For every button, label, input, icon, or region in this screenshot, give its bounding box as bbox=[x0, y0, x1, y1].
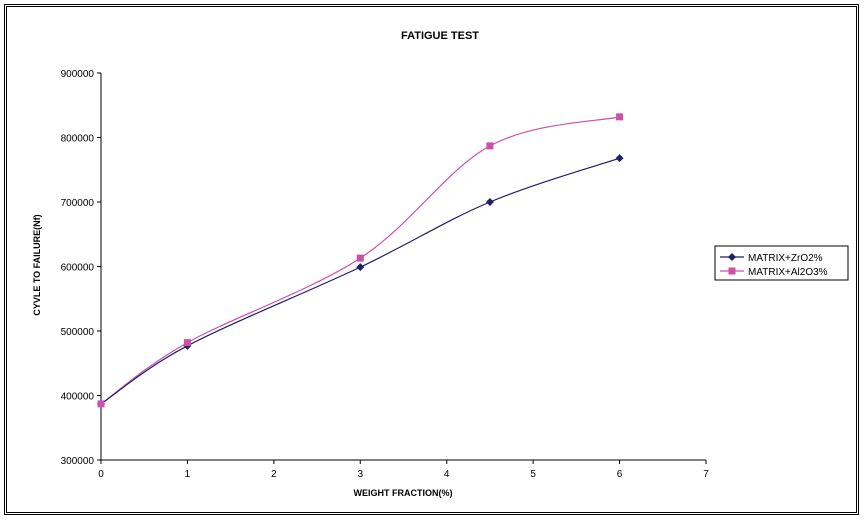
y-axis-label: CYVLE TO FAILURE(Nf) bbox=[32, 214, 42, 315]
data-point-1 bbox=[97, 400, 105, 408]
data-point-1 bbox=[616, 113, 624, 121]
y-tick-label: 900000 bbox=[61, 69, 95, 80]
y-tick-label: 600000 bbox=[61, 263, 95, 274]
y-tick-label: 300000 bbox=[61, 456, 95, 467]
legend-box bbox=[714, 245, 849, 281]
x-tick-label: 3 bbox=[358, 469, 364, 480]
y-tick-label: 800000 bbox=[61, 134, 95, 145]
legend: MATRIX+ZrO2% MATRIX+Al2O3% bbox=[714, 245, 849, 281]
data-point-0 bbox=[615, 154, 624, 163]
chart-title: FATIGUE TEST bbox=[401, 30, 479, 42]
legend-label-0: MATRIX+ZrO2% bbox=[748, 253, 823, 264]
data-point-0 bbox=[485, 198, 494, 206]
x-tick-label: 6 bbox=[617, 469, 623, 480]
y-tick-label: 700000 bbox=[61, 198, 95, 209]
x-axis-label: WEIGHT FRACTION(%) bbox=[354, 488, 453, 498]
data-point-1 bbox=[183, 339, 191, 347]
y-tick-label: 500000 bbox=[61, 327, 95, 338]
y-tick-label: 400000 bbox=[61, 392, 95, 403]
legend-marker-0 bbox=[728, 253, 736, 261]
x-tick-label: 1 bbox=[185, 469, 191, 480]
x-tick-label: 4 bbox=[444, 469, 450, 480]
series-line-0 bbox=[100, 157, 620, 405]
x-tick-label: 5 bbox=[530, 469, 536, 480]
plot-area bbox=[97, 113, 624, 408]
x-tick-label: 7 bbox=[703, 469, 709, 480]
data-point-0 bbox=[356, 263, 365, 272]
legend-label-1: MATRIX+Al2O3% bbox=[748, 267, 828, 278]
x-tick-label: 0 bbox=[98, 469, 104, 480]
data-point-1 bbox=[486, 142, 494, 150]
axes: 0 1 2 3 4 5 6 7 300000 400000 500000 600000 700000 80… bbox=[61, 69, 710, 480]
legend-marker-1 bbox=[728, 267, 736, 275]
x-tick-label: 2 bbox=[271, 469, 277, 480]
data-point-1 bbox=[356, 254, 364, 262]
